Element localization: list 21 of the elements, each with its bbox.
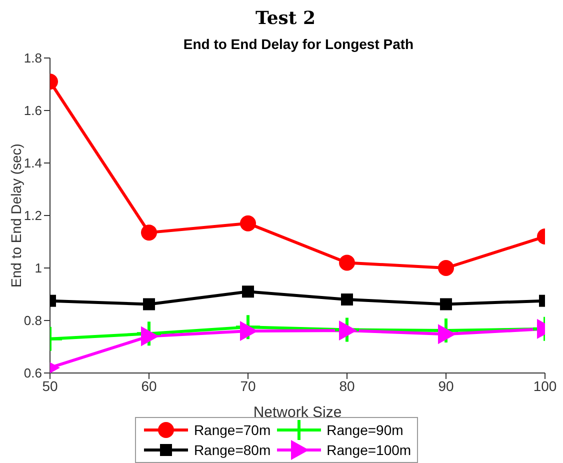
x-tick-label: 70: [240, 378, 256, 394]
x-tick-label: 90: [438, 378, 454, 394]
legend-label: Range=70m: [194, 422, 271, 438]
y-tick-label: 0.6: [24, 366, 42, 381]
x-tick-label: 80: [339, 378, 355, 394]
legend-label: Range=100m: [326, 442, 412, 458]
y-tick-label: 1.2: [24, 208, 42, 224]
y-tick-label: 0.8: [24, 313, 42, 328]
y-tick-label: 1.8: [24, 50, 42, 66]
y-tick-label: 1: [34, 260, 42, 276]
chart-subtitle: End to End Delay for Longest Path: [182, 36, 415, 52]
y-axis-title: End to End Delay (sec): [8, 144, 24, 288]
x-axis-title: Network Size: [253, 404, 342, 421]
y-tick-label: 1.4: [24, 156, 42, 171]
legend-label: Range=90m: [326, 422, 404, 438]
x-tick-label: 60: [141, 378, 157, 394]
chart-title: Test 2: [254, 8, 317, 29]
y-tick-label: 1.6: [24, 103, 42, 118]
x-tick-label: 50: [42, 378, 58, 394]
legend-label: Range=80m: [194, 442, 271, 458]
x-tick-label: 100: [533, 378, 557, 394]
